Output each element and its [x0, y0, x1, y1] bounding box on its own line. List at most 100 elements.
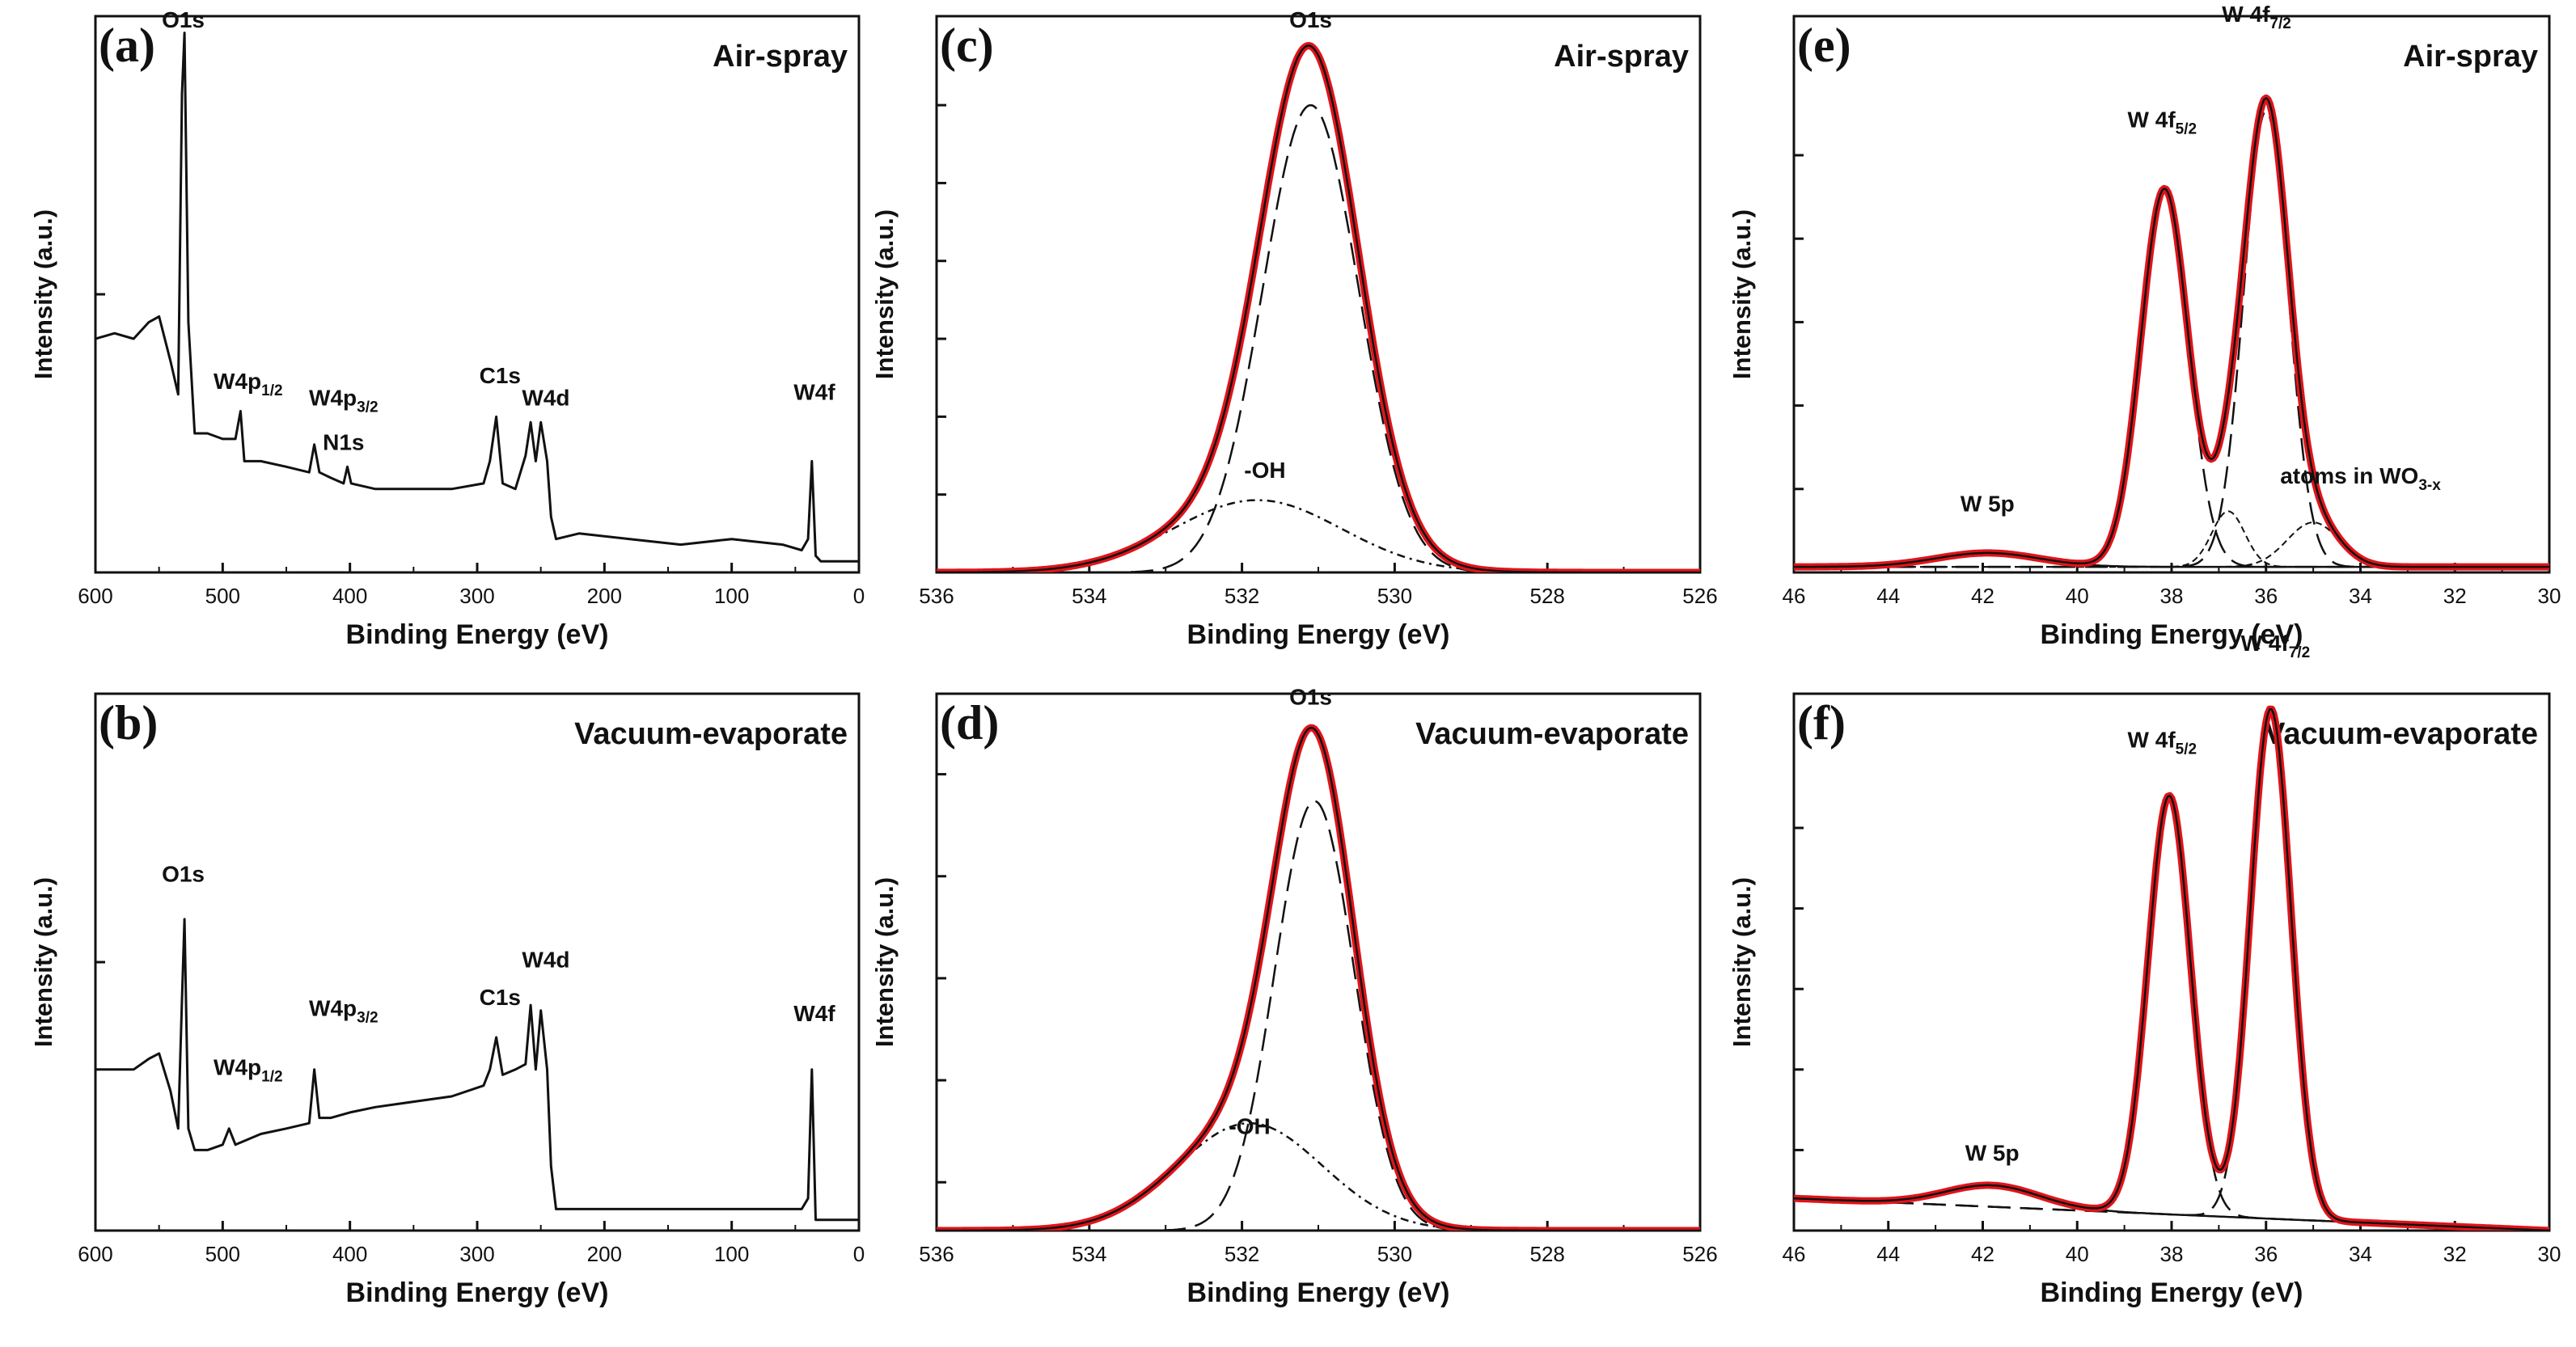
peak-label: W4f	[793, 380, 835, 405]
panel-e: 46 44 42 40 38 36 34 32 30 Binding Energy (eV) Int…	[1728, 2, 2561, 650]
peak-label-subscript: 5/2	[2176, 741, 2197, 758]
x-tick-label: 530	[1377, 1242, 1412, 1266]
peak-label-text: W4d	[522, 386, 569, 411]
component-w-4f5-2	[1794, 187, 2549, 568]
x-tick-label: 300	[459, 584, 494, 608]
x-tick-label: 528	[1530, 1242, 1565, 1266]
plot-frame	[935, 692, 1702, 1232]
x-tick-label: 528	[1530, 584, 1565, 608]
fit-envelope-line	[1794, 94, 2549, 571]
peak-label-text: atoms in WO	[2280, 463, 2418, 488]
peak-label-text: N1s	[323, 430, 364, 455]
x-tick-label: 32	[2443, 584, 2467, 608]
x-axis-label: Binding Energy (eV)	[346, 619, 609, 650]
x-tick-label: 44	[1876, 584, 1900, 608]
peak-label-text: W4d	[522, 948, 569, 973]
peak-label-subscript: 3/2	[357, 1009, 378, 1026]
x-tick-label: 38	[2160, 584, 2184, 608]
x-tick-label: 40	[2066, 1242, 2089, 1266]
peak-label-text: W4p	[214, 369, 261, 394]
peak-label-text: W 5p	[1965, 1141, 2020, 1166]
x-tick-label: 36	[2254, 584, 2278, 608]
y-axis-label: Intensity (a.u.)	[1728, 209, 1756, 379]
peak-label: C1s	[480, 985, 521, 1010]
peak-label-text: O1s	[1289, 7, 1332, 32]
x-tick-label: 530	[1377, 584, 1412, 608]
y-axis-label: Intensity (a.u.)	[29, 877, 57, 1047]
peak-label: W 5p	[1965, 1141, 2020, 1166]
x-tick-label: 34	[2349, 1242, 2372, 1266]
plot-frame	[935, 15, 1702, 574]
peak-label: W4p3/2	[309, 386, 379, 416]
curves	[95, 32, 859, 563]
x-tick-label: 0	[853, 584, 865, 608]
x-axis-label: Binding Energy (eV)	[2041, 619, 2303, 650]
panel-title: Vacuum-evaporate	[1415, 717, 1689, 751]
x-axis-label: Binding Energy (eV)	[346, 1277, 609, 1308]
curves	[95, 918, 859, 1222]
x-axis-label: Binding Energy (eV)	[1187, 1277, 1450, 1308]
peak-label-text: W 4f	[2241, 631, 2290, 656]
x-tick-label: 526	[1682, 584, 1717, 608]
peak-label-text: W4p	[309, 386, 357, 411]
curves	[1794, 705, 2549, 1231]
panel-label: (d)	[940, 696, 999, 750]
peak-label-text: O1s	[162, 7, 205, 32]
peak-label: W4p3/2	[309, 995, 379, 1026]
panel-label: (b)	[99, 696, 158, 750]
peak-label: atoms in WO3-x	[2280, 463, 2441, 494]
peak-label: W 4f5/2	[2128, 108, 2197, 138]
x-tick-label: 526	[1682, 1242, 1717, 1266]
x-tick-label: 600	[78, 1242, 112, 1266]
panel-title: Vacuum-evaporate	[574, 717, 848, 751]
peak-label-subscript: 3-x	[2418, 477, 2441, 494]
panel-title: Air-spray	[713, 40, 848, 74]
peak-label: W 4f7/2	[2222, 2, 2291, 32]
x-tick-label: 300	[459, 1242, 494, 1266]
experimental-data-line	[1794, 96, 2549, 568]
peak-label-text: W 5p	[1961, 491, 2015, 516]
peak-label-subscript: 7/2	[2289, 644, 2310, 661]
x-tick-label: 44	[1876, 1242, 1900, 1266]
component-w-4f5-2	[1794, 794, 2549, 1231]
panel-d: 536 534 532 530 528 526 Binding Energy (eV) Int…	[870, 684, 1718, 1308]
y-axis-label: Intensity (a.u.)	[870, 877, 899, 1047]
x-tick-label: 100	[714, 1242, 749, 1266]
y-axis-label: Intensity (a.u.)	[29, 209, 57, 379]
x-tick-label: 34	[2349, 584, 2372, 608]
peak-label: O1s	[162, 7, 205, 32]
x-tick-label: 600	[78, 584, 112, 608]
peak-label-subscript: 1/2	[261, 1068, 282, 1085]
peak-label: W 5p	[1961, 491, 2015, 516]
panel-label: (f)	[1797, 696, 1846, 750]
x-tick-label: 38	[2160, 1242, 2184, 1266]
plot-frame	[1792, 692, 2551, 1232]
peak-label: -OH	[1244, 458, 1285, 483]
x-tick-label: 46	[1783, 584, 1806, 608]
peak-label: O1s	[162, 861, 205, 886]
peak-label: O1s	[1289, 7, 1332, 32]
panel-title: Air-spray	[1554, 40, 1689, 74]
peak-label-text: -OH	[1244, 458, 1285, 483]
peak-label-text: O1s	[1289, 684, 1332, 709]
component-o1s	[937, 800, 1700, 1231]
x-tick-label: 40	[2066, 584, 2089, 608]
panel-title: Vacuum-evaporate	[2265, 717, 2538, 751]
plot-frame	[94, 15, 861, 574]
survey-spectrum-line	[95, 918, 859, 1222]
peak-label: W 4f7/2	[2241, 631, 2311, 661]
experimental-data-line	[937, 44, 1700, 572]
peak-label: W4d	[522, 948, 569, 973]
x-tick-label: 534	[1072, 584, 1106, 608]
peak-label-text: W 4f	[2222, 2, 2270, 27]
panel-label: (c)	[940, 19, 994, 72]
panel-title: Air-spray	[2403, 40, 2538, 74]
curves	[937, 724, 1700, 1231]
x-tick-label: 534	[1072, 1242, 1106, 1266]
x-tick-label: 400	[332, 1242, 367, 1266]
peak-label-subscript: 7/2	[2269, 15, 2290, 32]
x-tick-label: 100	[714, 584, 749, 608]
peak-label-text: O1s	[162, 861, 205, 886]
survey-spectrum-line	[95, 32, 859, 563]
peak-label: W4d	[522, 386, 569, 411]
